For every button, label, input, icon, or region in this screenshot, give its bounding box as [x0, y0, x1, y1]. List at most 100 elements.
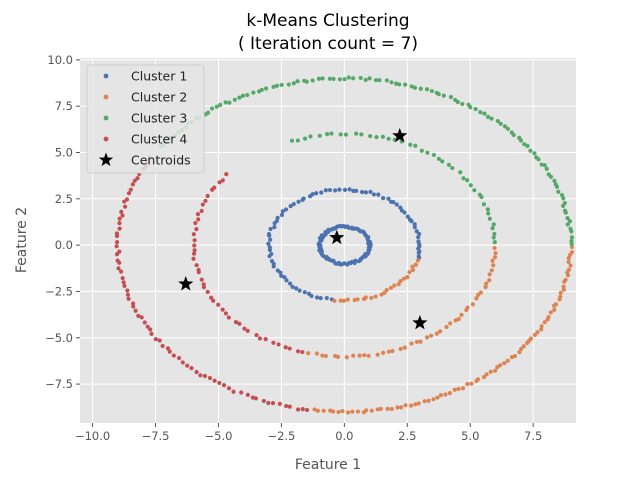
data-point [212, 378, 217, 383]
data-point [199, 277, 204, 282]
data-point [254, 332, 259, 338]
data-point [245, 392, 250, 397]
data-point [121, 280, 126, 285]
data-point [332, 298, 337, 303]
data-point [320, 353, 325, 358]
data-point [284, 403, 289, 409]
data-point [223, 100, 228, 105]
data-point [448, 94, 454, 100]
data-point [360, 189, 365, 195]
legend-label: Cluster 3 [131, 111, 187, 126]
data-point [368, 189, 373, 194]
data-point [157, 338, 162, 343]
legend-label: Cluster 1 [131, 69, 187, 84]
centroid-marker [412, 314, 428, 330]
data-point [376, 192, 381, 197]
y-tick-label: −2.5 [45, 284, 73, 298]
data-point [323, 188, 328, 193]
data-point [424, 335, 430, 340]
data-point [410, 267, 416, 273]
data-point [487, 278, 492, 283]
data-point [425, 150, 430, 155]
data-point [125, 292, 131, 297]
data-point [553, 302, 559, 307]
data-point [223, 311, 229, 316]
series-1 [266, 187, 422, 302]
x-axis-ticks: −10.0 −7.5 −5.0 −2.5 0.0 2.5 5.0 7.5 [75, 423, 542, 443]
data-point [364, 408, 369, 413]
data-point [492, 231, 497, 237]
data-point [414, 339, 420, 345]
data-point [398, 205, 403, 210]
data-point [277, 401, 282, 406]
legend-label: Cluster 2 [131, 90, 187, 105]
data-point [378, 406, 383, 411]
data-point [363, 77, 368, 83]
data-point [351, 353, 356, 358]
y-tick-label: −5.0 [45, 331, 73, 345]
data-point [271, 340, 276, 345]
data-point [426, 398, 431, 403]
data-point [342, 187, 348, 192]
x-tick-label: 7.5 [524, 429, 542, 443]
data-point [487, 272, 492, 277]
data-point [381, 195, 386, 201]
y-tick-label: 5.0 [55, 145, 73, 159]
data-point [117, 216, 122, 221]
data-point [452, 387, 457, 392]
data-point [288, 203, 293, 209]
data-point [398, 346, 403, 351]
data-point [490, 258, 495, 263]
data-point [196, 270, 201, 275]
data-point [122, 283, 127, 288]
y-tick-label: 7.5 [55, 99, 73, 113]
data-point [368, 134, 373, 139]
data-point [368, 244, 373, 249]
data-point [369, 408, 374, 413]
data-point [435, 395, 440, 400]
data-point [167, 349, 172, 354]
data-point [469, 381, 474, 386]
data-point [287, 281, 293, 286]
data-point [195, 212, 201, 217]
data-point [366, 353, 371, 358]
data-point [198, 373, 203, 378]
data-point [200, 202, 205, 207]
data-point [122, 199, 127, 204]
data-point [245, 328, 250, 333]
x-tick-label: 2.5 [398, 429, 416, 443]
data-point [375, 352, 380, 357]
data-point [569, 238, 574, 244]
data-point [308, 134, 313, 139]
data-point [412, 85, 418, 90]
data-point [145, 324, 150, 329]
data-point [337, 187, 342, 192]
data-point [271, 84, 276, 89]
data-point [359, 132, 364, 137]
data-point [263, 86, 269, 91]
data-point [214, 104, 219, 109]
data-point [329, 131, 334, 136]
legend: Cluster 1 Cluster 2 Cluster 3 Cluster 4 Cent… [86, 64, 205, 174]
data-point [441, 93, 446, 98]
data-point [180, 360, 185, 365]
data-point [429, 88, 435, 94]
centroid-marker [392, 127, 408, 143]
data-point [408, 403, 414, 408]
data-point [338, 132, 343, 137]
data-point [165, 346, 171, 351]
data-point [232, 97, 237, 102]
data-point [474, 296, 479, 301]
y-tick-label: −7.5 [45, 377, 73, 391]
data-point [569, 235, 575, 240]
data-point [191, 256, 196, 261]
data-point [331, 76, 336, 81]
data-point [389, 406, 394, 412]
data-point [492, 239, 497, 245]
data-point [416, 254, 421, 259]
data-point [176, 355, 182, 361]
data-point [267, 254, 272, 259]
data-point [381, 350, 386, 355]
data-point [489, 268, 494, 273]
data-point [367, 76, 372, 81]
